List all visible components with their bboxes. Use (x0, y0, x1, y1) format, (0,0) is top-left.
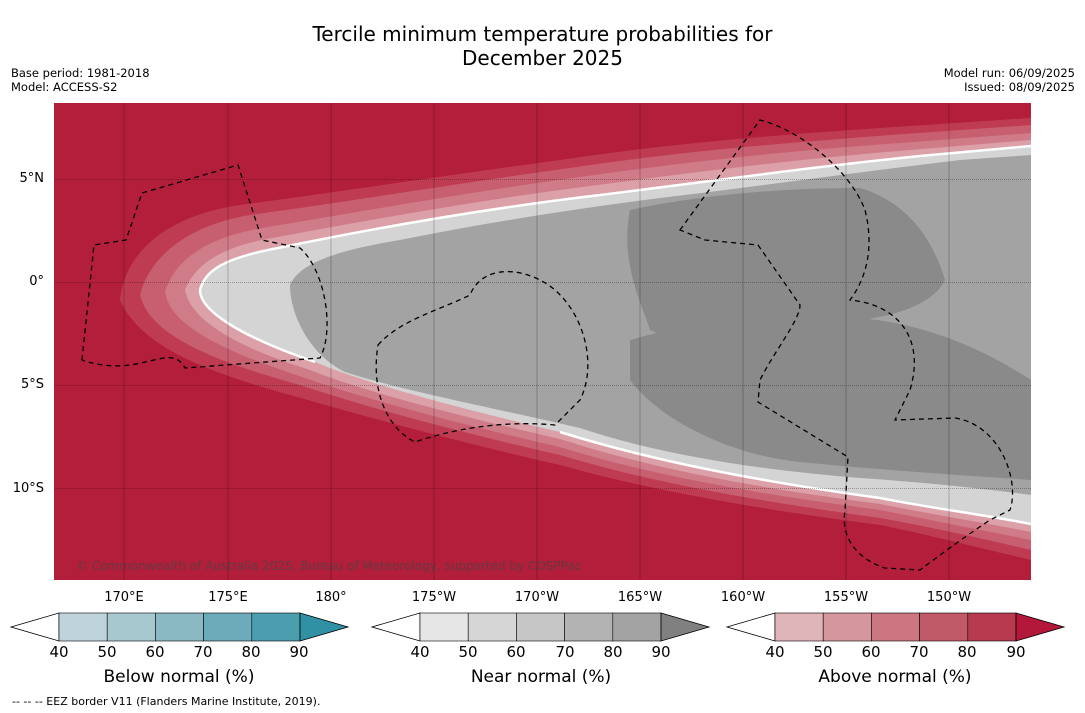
colorbar-segment (516, 612, 565, 642)
title-line-1: Tercile minimum temperature probabilitie… (312, 22, 773, 46)
lon-label-170w: 170°W (514, 590, 560, 605)
title-line-2: December 2025 (462, 46, 623, 70)
colorbar-segment (564, 612, 614, 642)
lon-label-175e: 175°E (208, 590, 248, 605)
cb-above-tick: 80 (957, 643, 977, 661)
colorbar-above-title: Above normal (%) (818, 667, 972, 687)
colorbar-segment (106, 612, 156, 642)
cb-below-tick: 40 (49, 643, 69, 661)
lon-label-180: 180° (315, 590, 347, 605)
cb-below-tick: 80 (241, 643, 261, 661)
cb-near-tick: 60 (506, 643, 526, 661)
colorbar-segment (467, 612, 517, 642)
colorbar-extend-low (9, 612, 60, 642)
cb-above-tick: 70 (909, 643, 929, 661)
cb-near-tick: 50 (458, 643, 478, 661)
cb-near-tick: 80 (603, 643, 623, 661)
eez-footnote: -- -- -- EEZ border V11 (Flanders Marine… (12, 695, 321, 708)
meta-left: Base period: 1981-2018 Model: ACCESS-S2 (11, 66, 150, 94)
cb-below-tick: 70 (193, 643, 213, 661)
lon-label-165w: 165°W (617, 590, 663, 605)
eez-border-kiribati-line (678, 119, 1014, 571)
colorbar-segment (967, 612, 1017, 642)
cb-above-tick: 50 (813, 643, 833, 661)
cb-above-tick: 40 (765, 643, 785, 661)
eez-border-kiribati-phoenix (375, 270, 589, 443)
cb-above-tick: 90 (1006, 643, 1026, 661)
cb-below-tick: 90 (289, 643, 309, 661)
cb-near-tick: 70 (555, 643, 575, 661)
cb-below-tick: 60 (145, 643, 165, 661)
cb-near-tick: 40 (410, 643, 430, 661)
cb-below-tick: 50 (97, 643, 117, 661)
colorbar-segment (251, 612, 301, 642)
cb-above-tick: 60 (861, 643, 881, 661)
issued-date: Issued: 08/09/2025 (964, 80, 1075, 94)
meta-right: Model run: 06/09/2025 Issued: 08/09/2025 (944, 66, 1075, 94)
chart-title: Tercile minimum temperature probabilitie… (0, 22, 1085, 70)
colorbar-segment (58, 612, 108, 642)
lat-label-0: 0° (29, 274, 44, 289)
colorbar-extend-low (370, 612, 421, 642)
lat-label-5s: 5°S (20, 377, 44, 392)
region-near-90-south (630, 315, 1031, 480)
colorbar-segment (822, 612, 872, 642)
colorbar-extend-low (725, 612, 776, 642)
colorbar-segment (919, 612, 969, 642)
tercile-boundary (198, 144, 1031, 364)
model-run: Model run: 06/09/2025 (943, 66, 1075, 80)
colorbar-segment (155, 612, 204, 642)
colorbar-above (725, 612, 1066, 642)
cb-near-tick: 90 (651, 643, 671, 661)
colorbar-below (9, 612, 350, 642)
eez-borders (81, 119, 1014, 571)
colorbar-segment (419, 612, 469, 642)
lon-label-170e: 170°E (104, 590, 144, 605)
lon-label-175w: 175°W (411, 590, 457, 605)
base-period: Base period: 1981-2018 (11, 66, 150, 80)
colorbar-extend-high (1015, 612, 1066, 642)
colorbar-segment (871, 612, 920, 642)
colorbar-near (370, 612, 711, 642)
eez-border-tuvalu (81, 164, 328, 369)
colorbar-segment (203, 612, 253, 642)
colorbar-below-title: Below normal (%) (103, 667, 255, 687)
region-near-90-north (627, 188, 945, 337)
colorbar-extend-high (660, 612, 711, 642)
colorbar-near-title: Near normal (%) (470, 667, 612, 687)
colorbar-segment (774, 612, 824, 642)
colorbar-extend-high (299, 612, 350, 642)
tercile-boundary-south (559, 430, 1031, 526)
grid-lines (54, 103, 1031, 580)
colorbar-segment (612, 612, 662, 642)
lon-label-150w: 150°W (926, 590, 972, 605)
lon-label-160w: 160°W (720, 590, 766, 605)
map-credit: © Commonwealth of Australia 2025, Bureau… (76, 559, 581, 573)
lon-label-155w: 155°W (823, 590, 869, 605)
map-area: © Commonwealth of Australia 2025, Bureau… (54, 103, 1031, 580)
lat-label-10s: 10°S (12, 481, 44, 496)
lat-label-5n: 5°N (19, 171, 45, 186)
model-name: Model: ACCESS-S2 (11, 80, 118, 94)
